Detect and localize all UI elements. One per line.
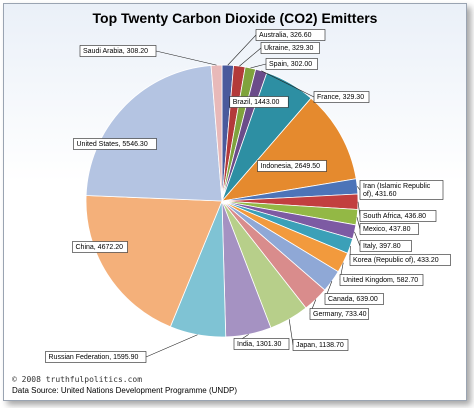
label-text: Brazil, 1443.00 xyxy=(233,99,280,106)
leader-line xyxy=(356,186,361,191)
label-box xyxy=(265,58,318,70)
label-box xyxy=(359,223,419,235)
chart-frame: Top Twenty Carbon Dioxide (CO2) Emitters… xyxy=(3,3,467,401)
slice-label-france: France, 329.30 xyxy=(261,70,370,103)
label-box xyxy=(292,339,349,351)
label-box xyxy=(324,293,384,305)
label-text: Russian Federation, 1595.90 xyxy=(49,354,139,361)
label-box xyxy=(257,160,327,172)
label-text: Canada, 639.00 xyxy=(328,296,378,303)
leader-line xyxy=(357,201,361,217)
slice-label-indonesia: Indonesia, 2649.50 xyxy=(257,160,327,172)
chart-title: Top Twenty Carbon Dioxide (CO2) Emitters xyxy=(92,10,378,26)
slice-label-japan: Japan, 1138.70 xyxy=(288,319,349,351)
leader-line xyxy=(250,63,267,69)
label-text: United States, 5546.30 xyxy=(77,141,148,148)
slice-label-china: China, 4672.20 xyxy=(72,241,128,253)
label-text: Mexico, 437.80 xyxy=(363,226,411,233)
label-text: of), 431.60 xyxy=(363,191,397,198)
label-box xyxy=(359,180,444,200)
slice-label-korea-republic-of: Korea (Republic of), 433.20 xyxy=(349,246,451,266)
slice-label-united-states: United States, 5546.30 xyxy=(73,138,157,150)
label-text: Iran (Islamic Republic xyxy=(363,183,431,190)
label-box xyxy=(233,338,290,350)
label-text: Ukraine, 329.30 xyxy=(264,45,314,52)
label-box xyxy=(72,241,128,253)
label-box xyxy=(229,96,289,108)
label-box xyxy=(73,138,157,150)
label-text: France, 329.30 xyxy=(317,94,364,101)
data-source-text: Data Source: United Nations Development … xyxy=(12,386,237,395)
label-text: United Kingdom, 582.70 xyxy=(343,277,418,284)
label-text: Korea (Republic of), 433.20 xyxy=(353,257,439,264)
leader-line xyxy=(288,319,294,346)
leader-line xyxy=(354,231,361,247)
leader-line xyxy=(227,34,257,66)
slice-label-united-kingdom: United Kingdom, 582.70 xyxy=(339,262,424,286)
label-text: Italy, 397.80 xyxy=(363,243,401,250)
slice-label-australia: Australia, 326.60 xyxy=(227,29,326,66)
slice-label-india: India, 1301.30 xyxy=(233,334,290,350)
label-box xyxy=(359,240,412,252)
leader-line xyxy=(356,217,361,230)
label-box xyxy=(339,274,424,286)
slice-label-mexico: Mexico, 437.80 xyxy=(356,217,419,235)
label-box xyxy=(309,308,369,320)
label-text: China, 4672.20 xyxy=(76,244,124,251)
label-text: Spain, 302.00 xyxy=(269,61,312,68)
pie-chart: Australia, 326.60 Ukraine, 329.30 Spain, 3… xyxy=(45,29,451,363)
label-box xyxy=(349,254,451,266)
pie-slice-china xyxy=(85,195,223,328)
label-box xyxy=(313,91,370,103)
label-box xyxy=(79,45,157,57)
label-box xyxy=(255,29,326,41)
label-text: Indonesia, 2649.50 xyxy=(261,163,321,170)
slice-label-russian-federation: Russian Federation, 1595.90 xyxy=(45,334,198,363)
pie-slice-united-states xyxy=(85,65,223,202)
label-text: India, 1301.30 xyxy=(237,341,281,348)
slice-label-canada: Canada, 639.00 xyxy=(324,281,384,305)
pie-slice-indonesia xyxy=(220,97,357,202)
label-box xyxy=(260,42,320,54)
slice-label-brazil: Brazil, 1443.00 xyxy=(229,96,289,108)
leader-line xyxy=(261,70,315,98)
slice-label-italy: Italy, 397.80 xyxy=(354,231,412,252)
slice-label-germany: Germany, 733.40 xyxy=(309,299,369,320)
leader-line xyxy=(239,47,262,67)
label-text: South Africa, 436.80 xyxy=(363,213,426,220)
copyright-text: © 2008 truthfulpolitics.com xyxy=(12,375,143,384)
label-box xyxy=(359,210,437,222)
label-text: Australia, 326.60 xyxy=(259,32,312,39)
slice-label-spain: Spain, 302.00 xyxy=(250,58,318,70)
slice-label-south-africa: South Africa, 436.80 xyxy=(357,201,437,222)
leader-line xyxy=(155,50,217,66)
label-box xyxy=(45,351,147,363)
slice-label-saudi-arabia: Saudi Arabia, 308.20 xyxy=(79,45,217,66)
leader-line xyxy=(145,334,198,358)
label-text: Saudi Arabia, 308.20 xyxy=(83,48,148,55)
slice-label-ukraine: Ukraine, 329.30 xyxy=(239,42,320,67)
label-text: Japan, 1138.70 xyxy=(296,342,344,349)
label-text: Germany, 733.40 xyxy=(313,311,367,318)
